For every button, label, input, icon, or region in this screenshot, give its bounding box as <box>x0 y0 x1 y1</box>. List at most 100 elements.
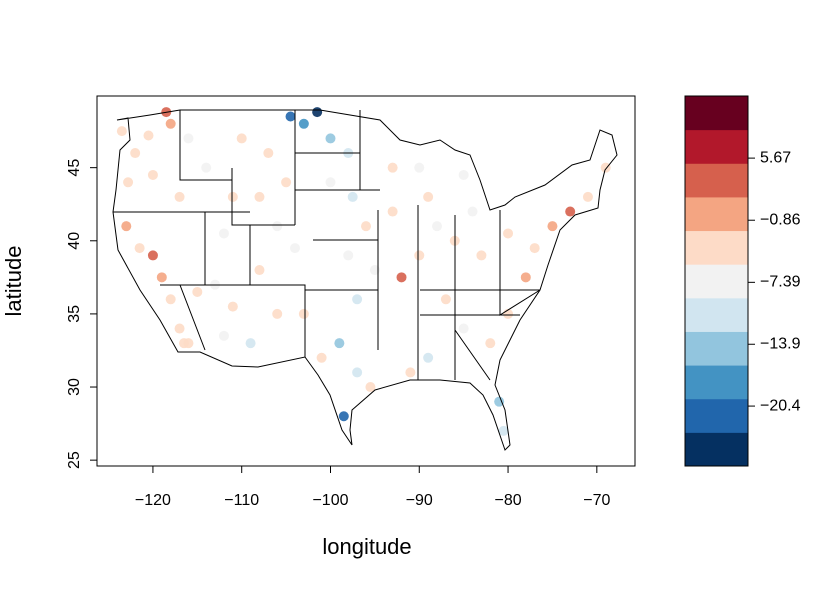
y-tick-label: 45 <box>66 159 83 177</box>
colorbar-swatch <box>685 297 748 332</box>
point <box>218 330 229 341</box>
point <box>503 228 514 239</box>
colorbar-swatch <box>685 432 748 467</box>
point <box>130 148 141 159</box>
point <box>369 265 380 276</box>
point <box>289 243 300 254</box>
point <box>423 191 434 202</box>
y-axis-label: latitude <box>1 246 26 317</box>
point <box>387 206 398 217</box>
y-tick-label: 30 <box>66 378 83 396</box>
point <box>165 118 176 129</box>
point <box>192 286 203 297</box>
colorbar-swatch <box>685 331 748 366</box>
colorbar-tick-label: −0.86 <box>760 211 801 228</box>
point <box>432 221 443 232</box>
point <box>143 130 154 141</box>
point <box>201 162 212 173</box>
colorbar-swatch <box>685 196 748 232</box>
point <box>387 162 398 173</box>
point <box>218 228 229 239</box>
point <box>325 177 336 188</box>
point <box>227 191 238 202</box>
colorbar-tick-label: −13.9 <box>760 335 801 352</box>
colorbar-frame <box>684 95 749 467</box>
point <box>147 250 158 261</box>
point <box>396 272 407 283</box>
point <box>414 250 425 261</box>
colorbar-tick-label: 5.67 <box>760 149 791 166</box>
point <box>467 206 478 217</box>
point <box>156 272 167 283</box>
point <box>174 323 185 334</box>
point <box>227 301 238 312</box>
colorbar-swatch <box>685 129 748 164</box>
point <box>325 133 336 144</box>
point <box>600 162 611 173</box>
point <box>529 243 540 254</box>
colorbar-swatch <box>685 163 748 198</box>
point <box>165 294 176 305</box>
y-tick-label: 35 <box>66 305 83 323</box>
point <box>298 308 309 319</box>
colorbar-swatch <box>685 264 748 299</box>
point <box>498 425 509 436</box>
point <box>281 177 292 188</box>
point <box>316 352 327 363</box>
point <box>123 177 134 188</box>
points <box>116 107 611 436</box>
point <box>476 250 487 261</box>
point <box>272 221 283 232</box>
point <box>236 133 247 144</box>
point <box>174 191 185 202</box>
point <box>245 338 256 349</box>
point <box>582 191 593 202</box>
point <box>347 191 358 202</box>
point <box>565 206 576 217</box>
point <box>458 169 469 180</box>
point <box>352 294 363 305</box>
point <box>121 221 132 232</box>
point <box>520 272 531 283</box>
point <box>423 352 434 363</box>
colorbar-swatch <box>685 96 748 131</box>
x-tick-label: −120 <box>135 492 171 509</box>
point <box>298 118 309 129</box>
point <box>338 411 349 422</box>
colorbar-tick-label: −20.4 <box>760 397 801 414</box>
point <box>254 265 265 276</box>
point <box>285 111 296 122</box>
point <box>183 338 194 349</box>
point <box>547 221 558 232</box>
point <box>147 169 158 180</box>
x-tick-label: −110 <box>224 492 259 509</box>
us-border <box>112 109 618 451</box>
map-outline <box>112 109 618 451</box>
point <box>494 396 505 407</box>
x-tick-label: −80 <box>494 492 521 509</box>
point <box>134 243 145 254</box>
colorbar-tick-label: −7.39 <box>760 274 801 291</box>
point <box>254 191 265 202</box>
point <box>485 338 496 349</box>
point <box>365 382 376 393</box>
point <box>352 367 363 378</box>
point <box>414 162 425 173</box>
point <box>440 294 451 305</box>
state-lines <box>113 110 541 381</box>
point <box>334 338 345 349</box>
x-tick-label: −90 <box>406 492 433 509</box>
x-axis-label: longitude <box>322 534 411 559</box>
point <box>458 323 469 334</box>
x-tick-label: −100 <box>312 492 348 509</box>
x-tick-label: −70 <box>583 492 610 509</box>
colorbar-swatch <box>685 398 748 433</box>
y-tick-label: 40 <box>66 232 83 250</box>
point <box>263 148 274 159</box>
point <box>272 308 283 319</box>
point <box>405 367 416 378</box>
point <box>183 133 194 144</box>
point <box>361 221 371 232</box>
colorbar-swatch <box>685 365 748 400</box>
